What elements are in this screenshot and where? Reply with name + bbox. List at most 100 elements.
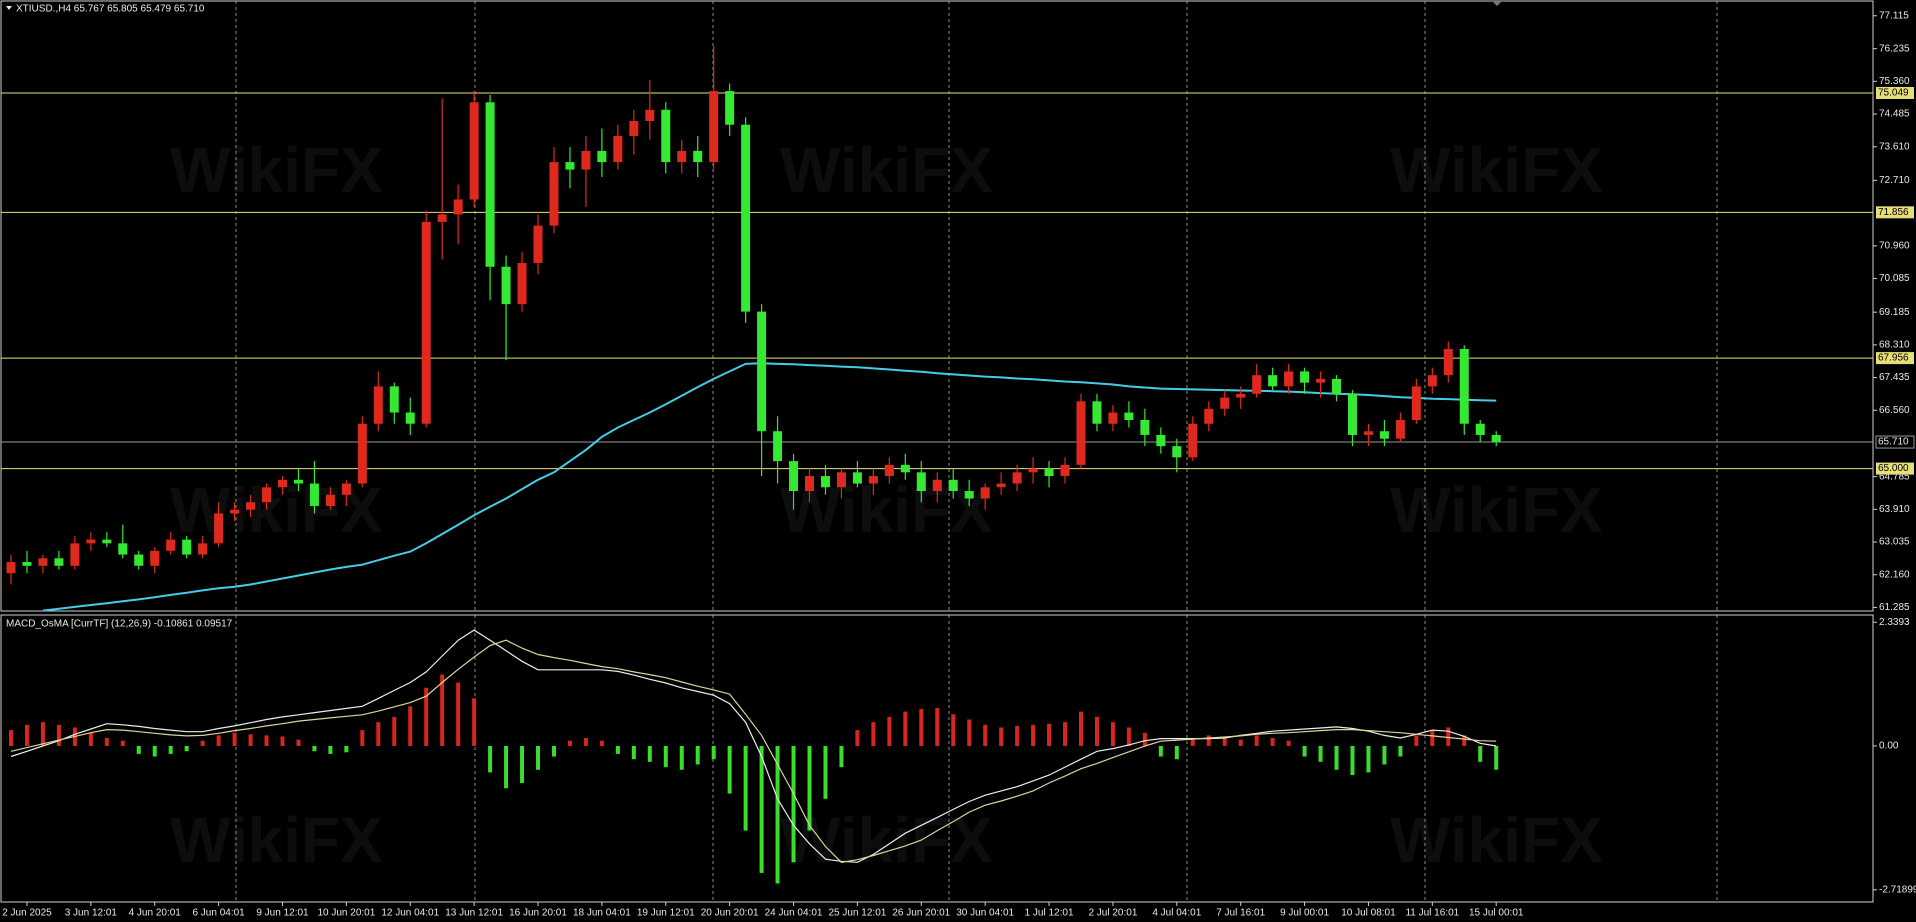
candle-body (1332, 378, 1342, 394)
osma-bar (1430, 730, 1435, 746)
candle-body (6, 562, 16, 574)
candle-body (645, 109, 655, 121)
osma-bar (344, 745, 349, 753)
osma-bar (951, 714, 956, 746)
osma-bar (312, 745, 317, 752)
x-tick-label: 2 Jun 2025 (2, 908, 52, 919)
watermark: WikiFX (780, 134, 993, 206)
x-tick-label: 4 Jul 04:01 (1152, 908, 1201, 919)
watermark: WikiFX (170, 474, 383, 546)
x-tick-label: 4 Jun 20:01 (129, 908, 182, 919)
candle-body (996, 483, 1006, 488)
candle-body (836, 472, 846, 488)
candle-body (373, 386, 383, 424)
osma-bar (152, 745, 157, 757)
menu-arrow (6, 6, 12, 10)
candle-body (1124, 412, 1134, 421)
candle-body (1379, 431, 1389, 439)
x-tick-label: 12 Jun 04:01 (381, 908, 439, 919)
osma-bar (967, 719, 972, 746)
shift-marker (1492, 1, 1502, 6)
x-tick-label: 7 Jul 16:01 (1216, 908, 1265, 919)
osma-bar (647, 745, 652, 762)
osma-bar (408, 706, 413, 746)
y-tick-label: 77.115 (1879, 10, 1909, 21)
watermark: WikiFX (170, 804, 383, 876)
osma-bar (807, 745, 812, 831)
y-tick-label: 70.960 (1879, 240, 1910, 251)
osma-bar (520, 745, 525, 783)
macd-title: MACD_OsMA [CurrTF] (12,26,9) -0.10861 0.… (6, 619, 233, 630)
osma-bar (376, 722, 381, 746)
candle-body (341, 483, 351, 495)
osma-bar (1047, 723, 1052, 746)
candle-body (357, 423, 367, 484)
osma-bar (1286, 740, 1291, 746)
x-tick-label: 11 Jul 16:01 (1405, 908, 1459, 919)
osma-bar (536, 745, 541, 770)
candle-body (309, 483, 319, 506)
candle-body (773, 431, 783, 462)
x-tick-label: 1 Jul 12:01 (1025, 908, 1074, 919)
macd-line (10, 629, 1497, 863)
y-tick-label: -2.71899 (1879, 884, 1916, 895)
osma-bar (615, 745, 620, 754)
watermarks: WikiFX WikiFX WikiFX WikiFX WikiFX WikiFX Wiki… (170, 134, 1603, 876)
x-tick-label: 9 Jul 00:01 (1280, 908, 1329, 919)
candle-body (581, 150, 591, 170)
candle-body (230, 509, 240, 514)
candle-body (102, 539, 112, 544)
candle-body (1316, 378, 1326, 383)
watermark: WikiFX (1390, 474, 1603, 546)
osma-bar (1094, 716, 1099, 746)
x-tick-label: 13 Jun 12:01 (445, 908, 503, 919)
osma-bar (935, 707, 940, 746)
osma-bar (1462, 735, 1467, 746)
x-tick-label: 19 Jun 12:01 (637, 908, 695, 919)
x-tick-label: 10 Jul 08:01 (1341, 908, 1396, 919)
candle-body (293, 479, 303, 484)
candle-body (389, 386, 399, 413)
candle-body (246, 502, 256, 510)
candle-body (980, 487, 990, 499)
osma-bar (1063, 722, 1068, 746)
y-tick-label: 76.235 (1879, 43, 1910, 54)
y-tick-label: 67.435 (1879, 372, 1910, 383)
candle-body (166, 539, 176, 551)
osma-bar (663, 745, 668, 768)
level-label: 65.000 (1878, 463, 1909, 474)
y-tick-label: 64.785 (1879, 471, 1910, 482)
candle-body (1443, 348, 1453, 376)
candle-body (1395, 420, 1405, 439)
osma-bar (424, 687, 429, 746)
candle-body (789, 461, 799, 492)
osma-bar (823, 745, 828, 799)
candle-body (54, 558, 64, 566)
osma-bar (919, 708, 924, 746)
y-tick-label: 61.285 (1879, 602, 1910, 613)
osma-bar (168, 745, 173, 754)
osma-bar (456, 682, 461, 746)
osma-bar (775, 745, 780, 884)
osma-bar (136, 745, 141, 754)
x-tick-label: 24 Jun 04:01 (765, 908, 823, 919)
osma-bar (248, 734, 253, 746)
candle-body (613, 135, 623, 163)
candle-body (150, 550, 160, 566)
candle-body (277, 479, 287, 488)
y-tick-label: 68.310 (1879, 340, 1910, 351)
osma-bar (599, 740, 604, 746)
level-label: 75.049 (1878, 88, 1909, 99)
candle-body (1300, 371, 1310, 383)
y-tick-label: 0.00 (1879, 741, 1899, 752)
osma-bar (264, 735, 269, 746)
candle-body (1220, 397, 1230, 409)
osma-bar (200, 740, 205, 746)
candle-body (118, 543, 128, 555)
osma-bar (903, 711, 908, 746)
x-tick-label: 3 Jun 12:01 (65, 908, 118, 919)
current-price-box (1875, 435, 1915, 449)
osma-bar (743, 745, 748, 831)
osma-bar (1334, 745, 1339, 770)
candle-body (820, 476, 830, 488)
